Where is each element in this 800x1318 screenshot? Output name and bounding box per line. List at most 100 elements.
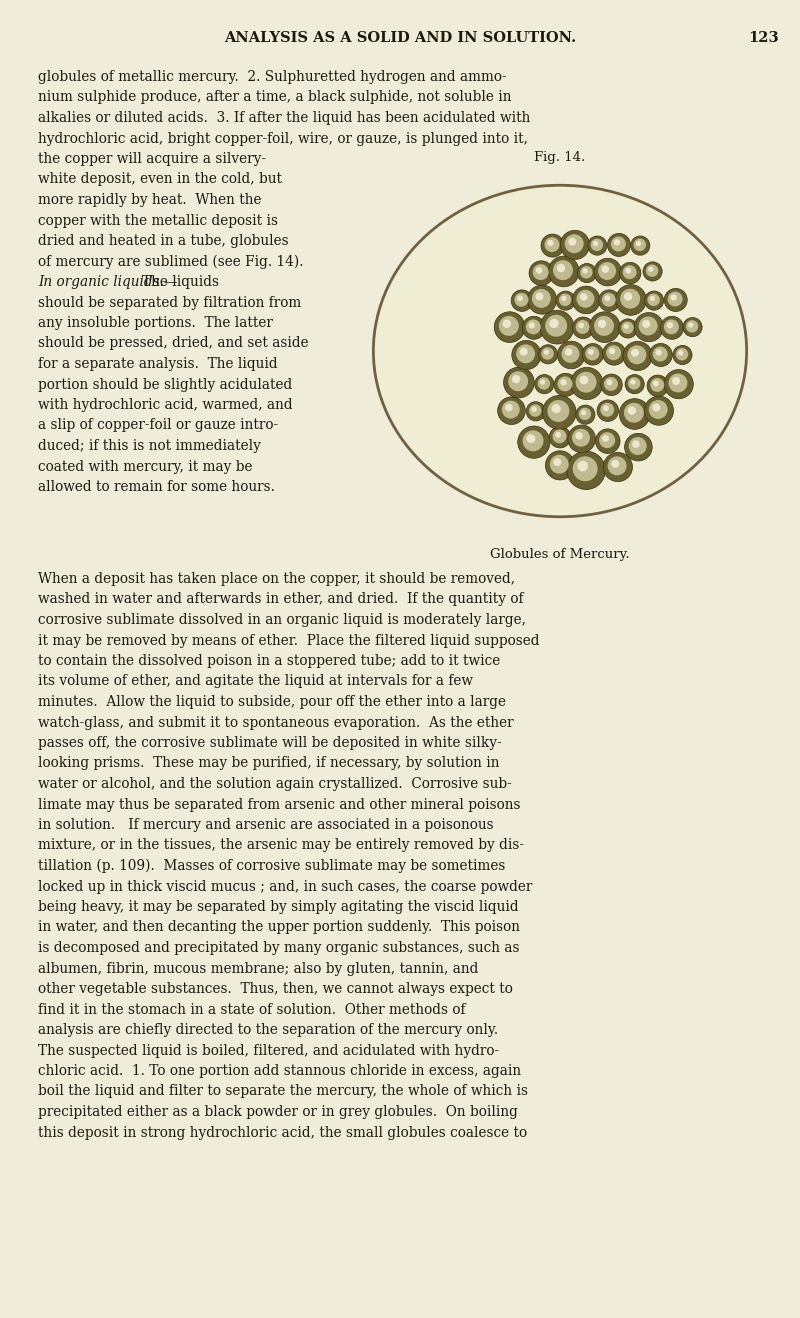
Ellipse shape bbox=[529, 261, 554, 286]
Ellipse shape bbox=[606, 380, 613, 385]
Text: globules of metallic mercury.  2. Sulphuretted hydrogen and ammo-: globules of metallic mercury. 2. Sulphur… bbox=[38, 70, 506, 84]
Ellipse shape bbox=[631, 349, 639, 357]
Ellipse shape bbox=[568, 424, 595, 452]
Text: limate may thus be separated from arsenic and other mineral poisons: limate may thus be separated from arseni… bbox=[38, 797, 521, 812]
Ellipse shape bbox=[547, 240, 554, 246]
Ellipse shape bbox=[622, 322, 634, 333]
Ellipse shape bbox=[565, 348, 573, 356]
Ellipse shape bbox=[688, 323, 694, 328]
Ellipse shape bbox=[544, 349, 549, 355]
Ellipse shape bbox=[597, 399, 618, 422]
Text: precipitated either as a black powder or in grey globules.  On boiling: precipitated either as a black powder or… bbox=[38, 1104, 518, 1119]
Text: in water, and then decanting the upper portion suddenly.  This poison: in water, and then decanting the upper p… bbox=[38, 920, 520, 934]
Ellipse shape bbox=[534, 374, 554, 394]
Ellipse shape bbox=[590, 239, 603, 250]
Text: Fig. 14.: Fig. 14. bbox=[534, 152, 586, 163]
Ellipse shape bbox=[626, 268, 631, 274]
Ellipse shape bbox=[653, 347, 668, 361]
Ellipse shape bbox=[553, 430, 566, 443]
Ellipse shape bbox=[602, 265, 609, 273]
Text: allowed to remain for some hours.: allowed to remain for some hours. bbox=[38, 480, 275, 494]
Ellipse shape bbox=[669, 373, 687, 393]
Text: dried and heated in a tube, globules: dried and heated in a tube, globules bbox=[38, 235, 289, 248]
Ellipse shape bbox=[588, 236, 607, 256]
Ellipse shape bbox=[581, 410, 586, 415]
Ellipse shape bbox=[676, 348, 688, 360]
Text: this deposit in strong hydrochloric acid, the small globules coalesce to: this deposit in strong hydrochloric acid… bbox=[38, 1126, 527, 1140]
Ellipse shape bbox=[518, 426, 550, 459]
Ellipse shape bbox=[678, 351, 683, 356]
Ellipse shape bbox=[606, 345, 621, 360]
Ellipse shape bbox=[655, 349, 662, 356]
Ellipse shape bbox=[630, 380, 635, 385]
Ellipse shape bbox=[630, 236, 650, 256]
Text: the copper will acquire a silvery-: the copper will acquire a silvery- bbox=[38, 152, 266, 166]
Text: coated with mercury, it may be: coated with mercury, it may be bbox=[38, 460, 253, 473]
Text: mixture, or in the tissues, the arsenic may be entirely removed by dis-: mixture, or in the tissues, the arsenic … bbox=[38, 838, 524, 853]
Ellipse shape bbox=[538, 345, 558, 364]
Ellipse shape bbox=[619, 398, 650, 430]
Ellipse shape bbox=[551, 405, 561, 414]
Ellipse shape bbox=[550, 455, 569, 473]
Ellipse shape bbox=[603, 452, 633, 481]
Ellipse shape bbox=[522, 431, 543, 451]
Text: any insoluble portions.  The latter: any insoluble portions. The latter bbox=[38, 316, 273, 330]
Ellipse shape bbox=[650, 295, 655, 301]
Text: find it in the stomach in a state of solution.  Other methods of: find it in the stomach in a state of sol… bbox=[38, 1003, 466, 1016]
Text: passes off, the corrosive sublimate will be deposited in white silky-: passes off, the corrosive sublimate will… bbox=[38, 735, 502, 750]
Ellipse shape bbox=[572, 286, 600, 314]
Ellipse shape bbox=[580, 293, 587, 301]
Ellipse shape bbox=[590, 312, 620, 343]
Text: The liquids: The liquids bbox=[142, 275, 219, 289]
Ellipse shape bbox=[577, 290, 594, 308]
Ellipse shape bbox=[520, 348, 528, 356]
Ellipse shape bbox=[550, 427, 570, 448]
Ellipse shape bbox=[653, 381, 659, 386]
Ellipse shape bbox=[502, 401, 520, 419]
Ellipse shape bbox=[582, 269, 588, 274]
Ellipse shape bbox=[627, 345, 646, 364]
Text: with hydrochloric acid, warmed, and: with hydrochloric acid, warmed, and bbox=[38, 398, 293, 413]
Text: alkalies or diluted acids.  3. If after the liquid has been acidulated with: alkalies or diluted acids. 3. If after t… bbox=[38, 111, 530, 125]
Ellipse shape bbox=[514, 293, 528, 307]
Ellipse shape bbox=[527, 285, 557, 314]
Ellipse shape bbox=[673, 345, 692, 365]
Ellipse shape bbox=[625, 374, 644, 394]
Ellipse shape bbox=[683, 318, 702, 336]
Ellipse shape bbox=[602, 293, 616, 307]
Ellipse shape bbox=[542, 348, 554, 360]
Ellipse shape bbox=[578, 461, 588, 472]
Ellipse shape bbox=[620, 289, 640, 308]
Text: portion should be slightly acidulated: portion should be slightly acidulated bbox=[38, 377, 292, 391]
Ellipse shape bbox=[600, 403, 614, 416]
Ellipse shape bbox=[647, 294, 660, 306]
Ellipse shape bbox=[512, 340, 541, 369]
Text: boil the liquid and filter to separate the mercury, the whole of which is: boil the liquid and filter to separate t… bbox=[38, 1085, 528, 1098]
Ellipse shape bbox=[595, 428, 620, 453]
Ellipse shape bbox=[623, 341, 652, 370]
Text: The suspected liquid is boiled, filtered, and acidulated with hydro-: The suspected liquid is boiled, filtered… bbox=[38, 1044, 499, 1057]
Ellipse shape bbox=[576, 405, 595, 424]
Ellipse shape bbox=[632, 440, 640, 448]
Text: its volume of ether, and agitate the liquid at intervals for a few: its volume of ether, and agitate the liq… bbox=[38, 675, 473, 688]
Text: hydrochloric acid, bright copper-foil, wire, or gauze, is plunged into it,: hydrochloric acid, bright copper-foil, w… bbox=[38, 132, 528, 145]
Ellipse shape bbox=[582, 344, 603, 365]
Ellipse shape bbox=[628, 406, 636, 415]
Text: more rapidly by heat.  When the: more rapidly by heat. When the bbox=[38, 192, 262, 207]
Ellipse shape bbox=[634, 312, 663, 341]
Ellipse shape bbox=[557, 264, 565, 273]
Ellipse shape bbox=[555, 432, 561, 438]
Text: white deposit, even in the cold, but: white deposit, even in the cold, but bbox=[38, 173, 282, 187]
Ellipse shape bbox=[533, 264, 549, 281]
Ellipse shape bbox=[522, 316, 546, 339]
Ellipse shape bbox=[604, 295, 610, 302]
Ellipse shape bbox=[575, 432, 583, 440]
Text: should be pressed, dried, and set aside: should be pressed, dried, and set aside bbox=[38, 336, 309, 351]
Ellipse shape bbox=[572, 318, 594, 339]
Text: locked up in thick viscid mucus ; and, in such cases, the coarse powder: locked up in thick viscid mucus ; and, i… bbox=[38, 879, 532, 894]
Ellipse shape bbox=[603, 406, 609, 411]
Ellipse shape bbox=[556, 291, 575, 310]
Ellipse shape bbox=[567, 451, 606, 489]
Text: being heavy, it may be separated by simply agitating the viscid liquid: being heavy, it may be separated by simp… bbox=[38, 900, 518, 913]
Ellipse shape bbox=[540, 310, 574, 344]
